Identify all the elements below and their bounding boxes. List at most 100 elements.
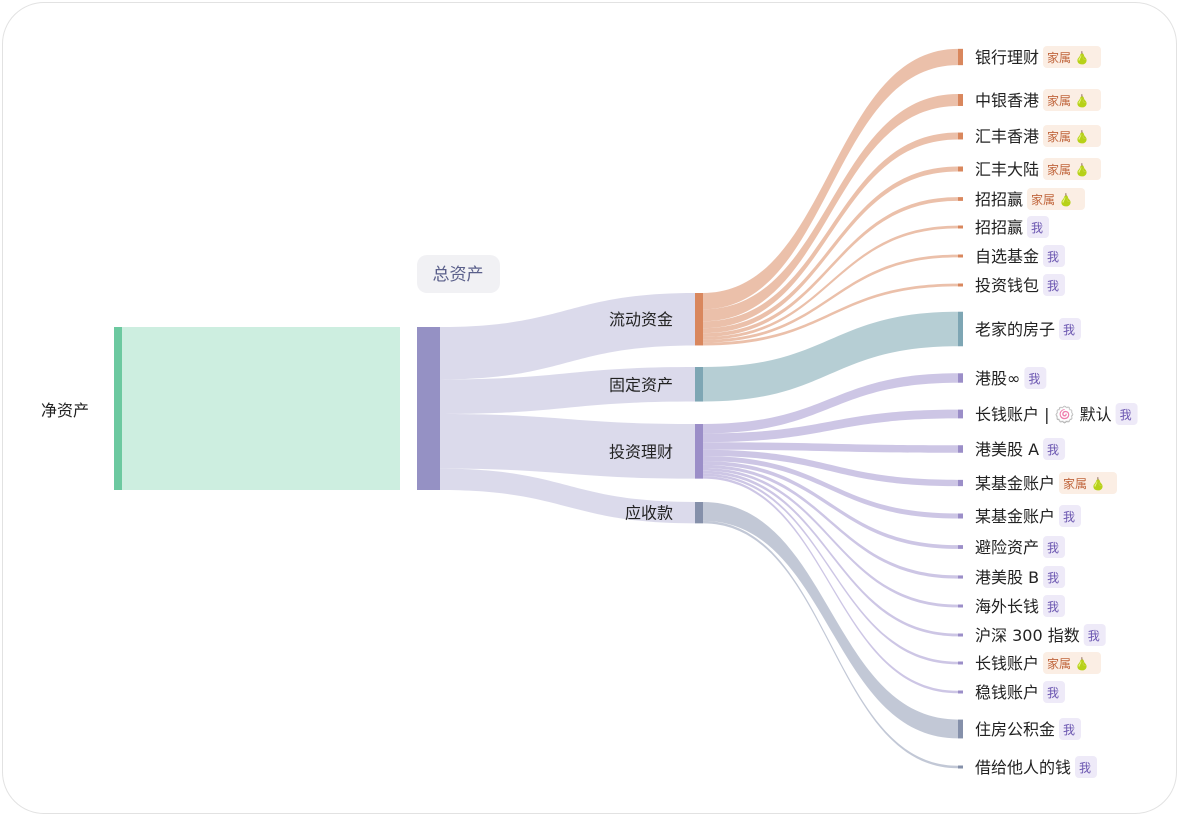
- category-label-invest: 投资理财: [609, 442, 673, 461]
- flow-liquid-to-account: [703, 197, 958, 337]
- owner-tag: [1043, 566, 1066, 588]
- account-label: 汇丰大陆: [975, 160, 1039, 179]
- account-node: [958, 604, 963, 608]
- owner-tag-label: 我: [1063, 323, 1075, 337]
- account-node: [958, 575, 963, 579]
- account-label: 住房公积金: [975, 720, 1055, 739]
- account-node: [958, 409, 963, 419]
- owner-tag-label: 家属 🍐: [1031, 192, 1074, 207]
- category-node-invest: [695, 424, 703, 479]
- account-label: 借给他人的钱: [975, 758, 1071, 777]
- flow-invest-to-account: [703, 467, 958, 608]
- account-node: [958, 765, 963, 769]
- owner-tag-label: 我: [1047, 279, 1059, 293]
- owner-tag: [1043, 89, 1102, 111]
- owner-tag-label: 我: [1088, 629, 1100, 643]
- account-node: [958, 283, 963, 287]
- owner-tag-label: 家属 🍐: [1047, 50, 1090, 65]
- flow-fixed-to-account: [703, 311, 958, 402]
- owner-tag: [1043, 125, 1102, 147]
- total-title: 总资产: [433, 265, 484, 285]
- flow-liquid-to-account: [703, 48, 958, 310]
- owner-tag: [1043, 245, 1066, 267]
- owner-tag-label: 我: [1047, 443, 1059, 457]
- category-node-recv: [695, 502, 703, 524]
- owner-tag: [1043, 681, 1066, 703]
- account-label: 中银香港: [975, 91, 1039, 110]
- account-label: 汇丰香港: [975, 127, 1039, 146]
- account-label: 港美股 A: [975, 440, 1039, 459]
- category-label-fixed: 固定资产: [609, 375, 673, 394]
- owner-tag: [1027, 216, 1050, 238]
- flow-invest-to-account: [703, 456, 958, 519]
- account-label: 港美股 B: [975, 568, 1039, 587]
- owner-tag-label: 我: [1063, 723, 1075, 737]
- category-node-liquid: [695, 293, 703, 346]
- account-node: [958, 197, 963, 201]
- owner-tag: [1027, 188, 1086, 210]
- owner-tag-label: 我: [1028, 372, 1040, 386]
- account-label: 海外长钱: [975, 597, 1039, 616]
- account-node: [958, 545, 963, 549]
- account-node: [958, 373, 963, 383]
- owner-tag-label: 家属 🍐: [1047, 129, 1090, 144]
- root-flow: [120, 327, 400, 490]
- category-node-fixed: [695, 367, 703, 402]
- owner-tag-label: 我: [1047, 250, 1059, 264]
- flow-recv-to-account: [703, 520, 958, 769]
- owner-tag: [1115, 403, 1138, 425]
- flow-invest-to-account: [703, 473, 958, 665]
- flow-liquid-to-account: [703, 283, 958, 346]
- flow-liquid-to-account: [703, 166, 958, 334]
- root-node: [114, 327, 122, 490]
- owner-tag-label: 我: [1047, 571, 1059, 585]
- owner-tag: [1043, 536, 1066, 558]
- account-label: 招招赢: [975, 218, 1023, 237]
- account-label: 沪深 300 指数: [975, 626, 1080, 645]
- owner-tag: [1059, 318, 1082, 340]
- account-node: [958, 719, 963, 739]
- flow-liquid-to-account: [703, 132, 958, 329]
- owner-tag-label: 家属 🍐: [1063, 476, 1106, 491]
- account-label: 某基金账户: [975, 474, 1055, 493]
- flow-invest-to-account: [703, 461, 958, 549]
- flow-recv-to-account: [703, 502, 958, 739]
- owner-tag-label: 我: [1047, 600, 1059, 614]
- owner-tag: [1059, 505, 1082, 527]
- owner-tag-label: 家属 🍐: [1047, 162, 1090, 177]
- owner-tag-label: 我: [1120, 408, 1132, 422]
- account-node: [958, 225, 963, 229]
- owner-tag-label: 我: [1047, 686, 1059, 700]
- account-label: 银行理财: [975, 48, 1039, 67]
- flow-invest-to-account: [703, 449, 958, 487]
- owner-tag: [1043, 158, 1102, 180]
- owner-tag-label: 我: [1063, 510, 1075, 524]
- flow-invest-to-account: [703, 470, 958, 637]
- account-label: 招招赢: [975, 190, 1023, 209]
- owner-tag-label: 家属 🍐: [1047, 93, 1090, 108]
- flow-liquid-to-account: [703, 225, 958, 340]
- account-node: [958, 661, 963, 665]
- account-node: [958, 479, 963, 487]
- account-node: [958, 48, 963, 66]
- account-node: [958, 633, 963, 637]
- account-label: 长钱账户: [975, 654, 1039, 673]
- category-label-liquid: 流动资金: [609, 310, 673, 329]
- total-title-pill: [417, 255, 500, 293]
- owner-tag: [1043, 438, 1066, 460]
- owner-tag-label: 家属 🍐: [1047, 656, 1090, 671]
- flow-liquid-to-account: [703, 254, 958, 343]
- account-label: 避险资产: [975, 538, 1039, 557]
- owner-tag: [1075, 756, 1098, 778]
- owner-tag: [1059, 718, 1082, 740]
- owner-tag: [1043, 46, 1102, 68]
- account-node: [958, 254, 963, 258]
- flow-invest-to-account: [703, 442, 958, 453]
- account-label: 自选基金: [975, 247, 1039, 266]
- flow-total-to-liquid: [440, 293, 695, 380]
- flow-invest-to-account: [703, 464, 958, 579]
- account-node: [958, 132, 963, 140]
- account-label: 长钱账户 | 🍥 默认: [975, 405, 1112, 424]
